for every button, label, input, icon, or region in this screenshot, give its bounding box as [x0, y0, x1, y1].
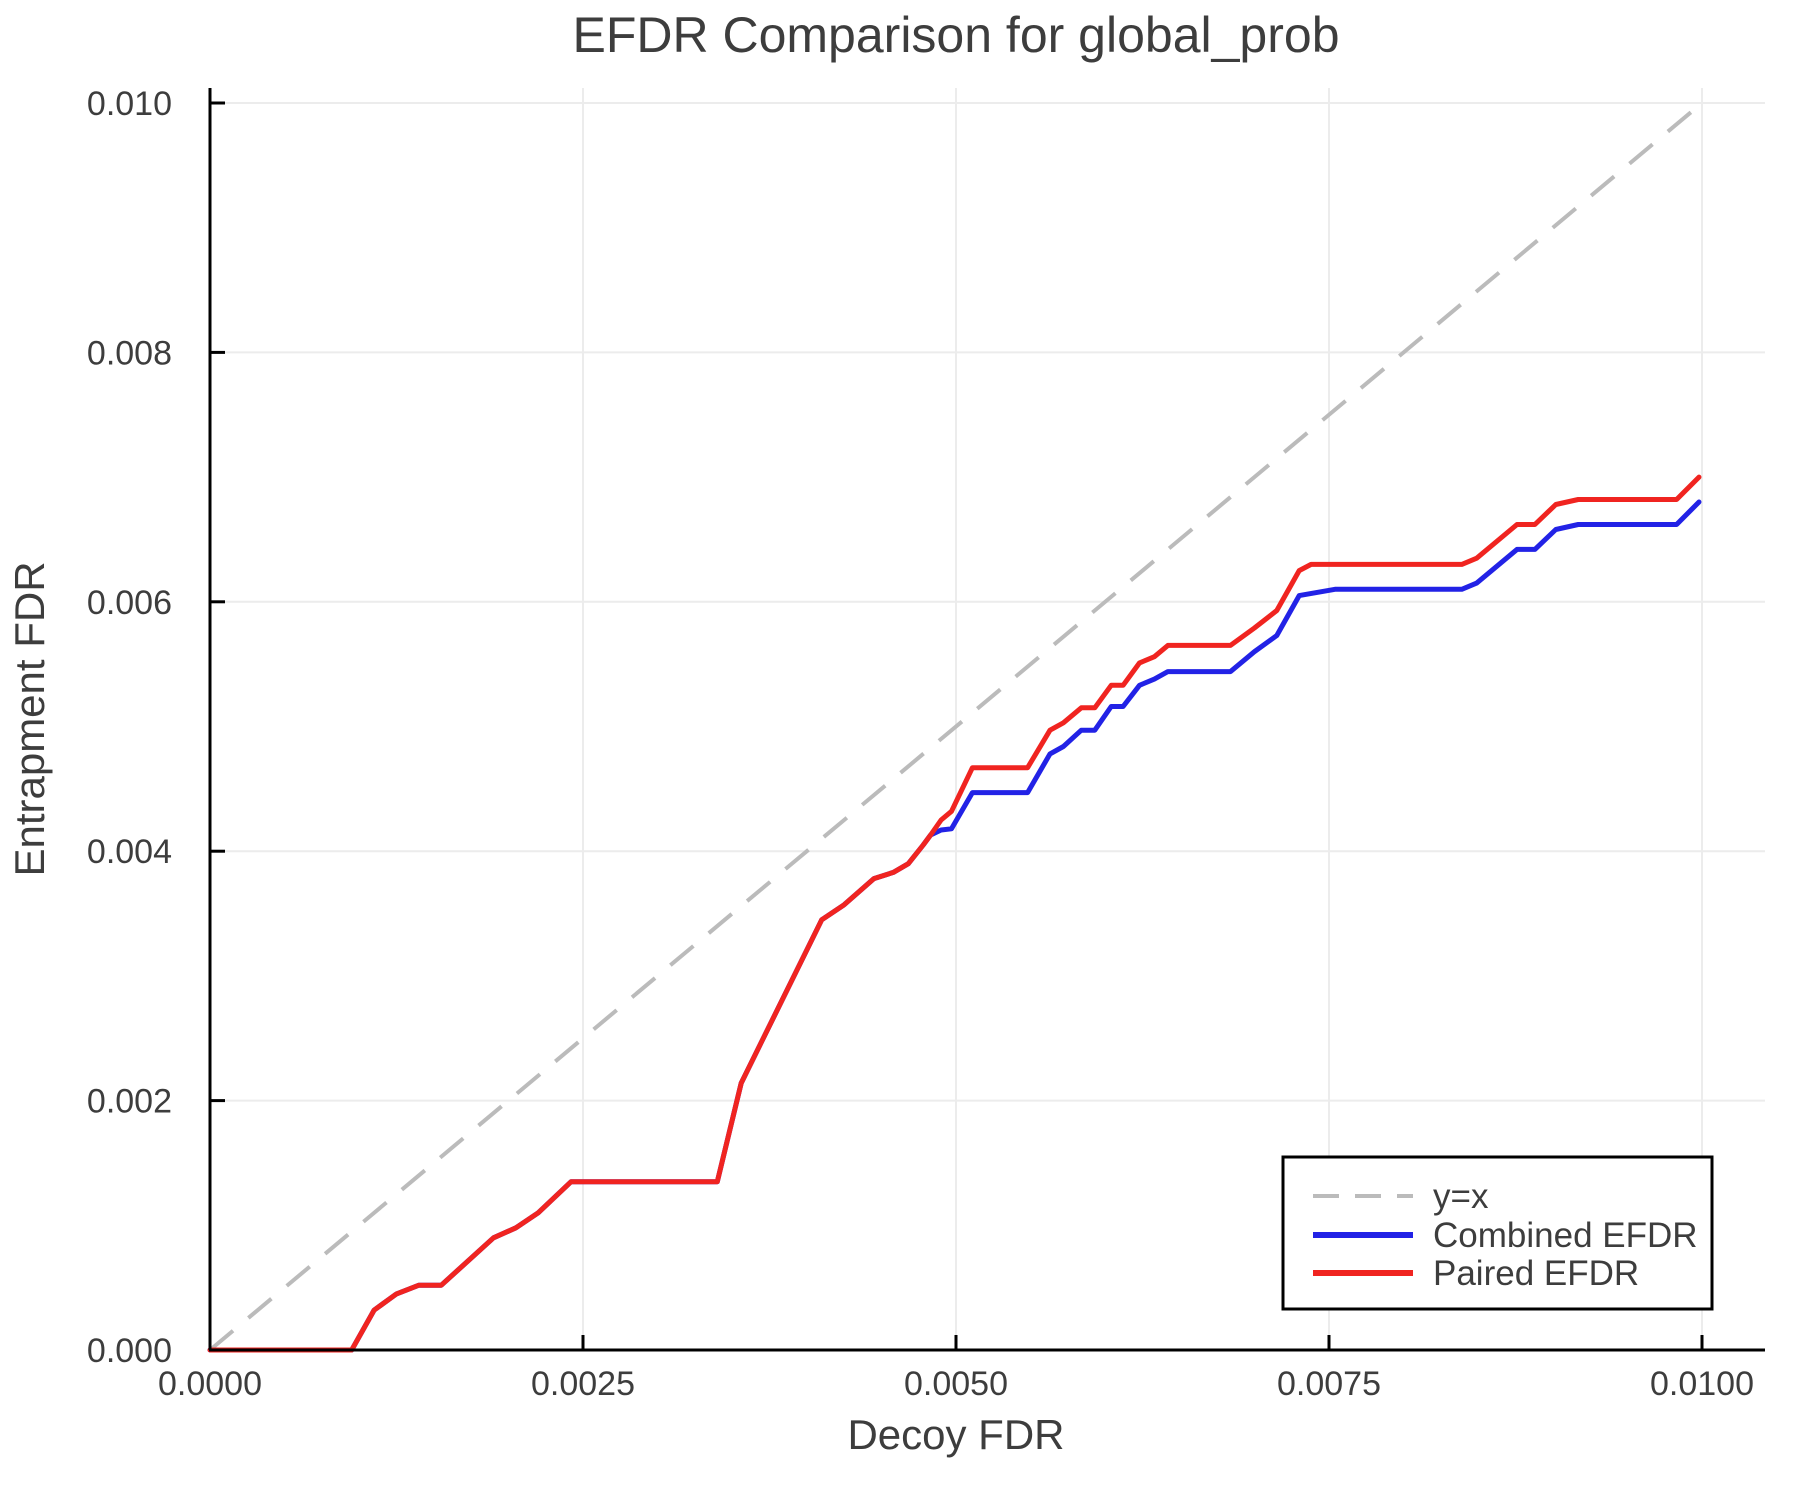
x-axis-label: Decoy FDR [847, 1411, 1064, 1458]
chart-title: EFDR Comparison for global_prob [572, 7, 1339, 63]
x-tick-label: 0.0050 [904, 1365, 1008, 1403]
y-axis-label: Entrapment FDR [6, 561, 53, 876]
y-tick-label: 0.006 [87, 584, 172, 622]
y-tick-label: 0.000 [87, 1332, 172, 1370]
x-tick-label: 0.0075 [1277, 1365, 1381, 1403]
legend: y=x Combined EFDR Paired EFDR [1281, 1155, 1714, 1311]
x-tick-label: 0.0025 [531, 1365, 635, 1403]
axes [208, 88, 1765, 1352]
y-tick-label: 0.010 [87, 85, 172, 123]
paired-efdr-line [207, 474, 1702, 1353]
grid [210, 88, 1765, 1350]
y-tick-label: 0.002 [87, 1083, 172, 1121]
y-tick-label: 0.004 [87, 833, 172, 871]
identity-line [208, 101, 1704, 1352]
tick-labels: 0.0000 0.0025 0.0050 0.0075 0.0100 0.000 0.002… [87, 85, 1754, 1403]
x-tick-label: 0.0000 [158, 1365, 262, 1403]
legend-label-identity: y=x [1433, 1177, 1489, 1216]
y-tick-label: 0.008 [87, 334, 172, 372]
x-tick-label: 0.0100 [1650, 1365, 1754, 1403]
legend-label-paired: Paired EFDR [1433, 1254, 1639, 1293]
legend-label-combined: Combined EFDR [1433, 1216, 1698, 1255]
